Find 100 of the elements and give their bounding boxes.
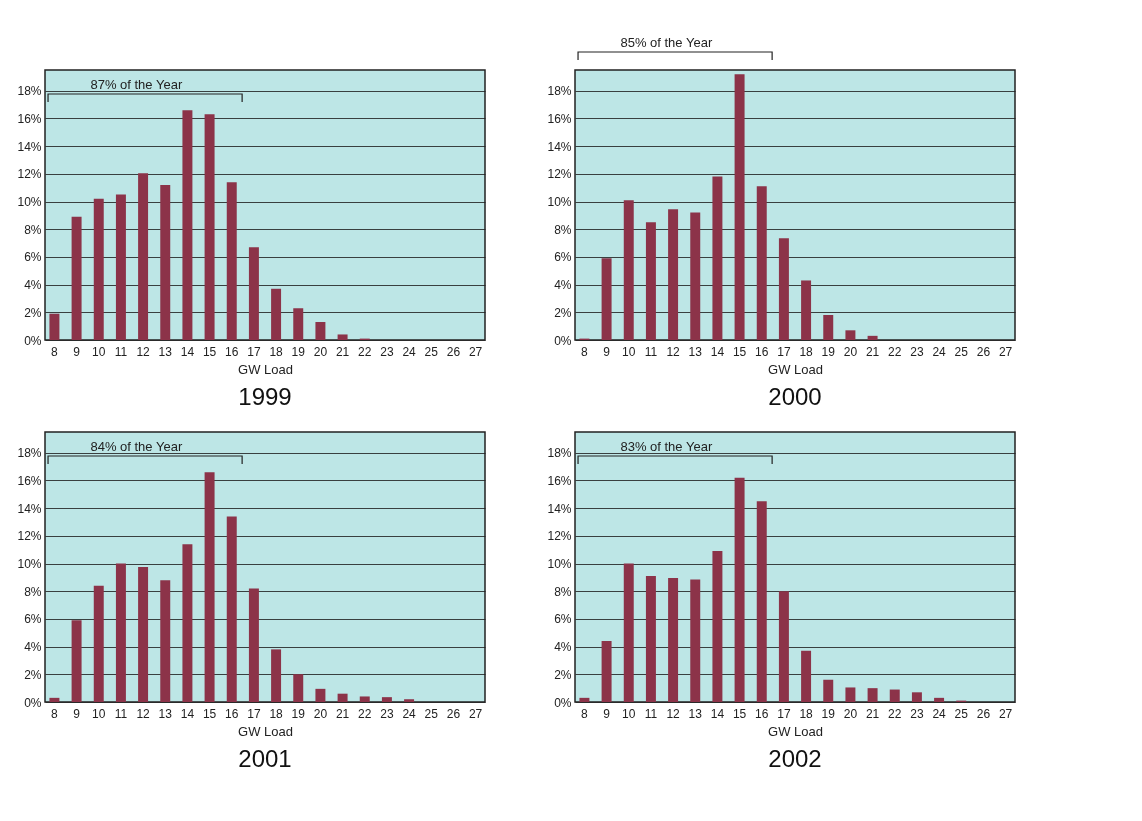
x-tick-label: 23 (380, 706, 394, 721)
y-tick-label: 10% (17, 557, 42, 572)
x-tick-label: 19 (821, 344, 836, 359)
bar (138, 173, 149, 340)
bar (226, 516, 237, 702)
text: 2002 (768, 745, 822, 772)
y-tick-label: 12% (547, 167, 572, 182)
bar (601, 641, 612, 702)
bar (734, 477, 745, 702)
y-tick-label: 14% (17, 501, 42, 516)
x-tick-label: 11 (644, 706, 658, 721)
x-tick-label: 12 (136, 706, 151, 721)
x-tick-label: 20 (843, 706, 858, 721)
y-tick-label: 10% (547, 195, 572, 210)
bar (845, 687, 856, 702)
x-tick-label: 10 (92, 344, 106, 359)
x-tick-label: 21 (335, 706, 350, 721)
x-tick-label: 12 (136, 344, 151, 359)
bar (71, 216, 82, 340)
bar (315, 688, 326, 702)
x-tick-label: 16 (225, 706, 239, 721)
y-tick-label: 0% (554, 695, 572, 710)
x-tick-label: 27 (468, 706, 483, 721)
y-tick-label: 4% (24, 278, 42, 293)
y-tick-label: 16% (547, 111, 572, 126)
bar (690, 579, 701, 702)
x-tick-label: 20 (313, 344, 328, 359)
bar (823, 679, 834, 702)
y-tick-label: 8% (24, 222, 42, 237)
y-tick-label: 4% (554, 640, 572, 655)
x-tick-label: 10 (622, 344, 636, 359)
x-tick-label: 14 (710, 706, 725, 721)
bar (845, 330, 856, 340)
bar (182, 110, 193, 340)
x-tick-label: 8 (51, 344, 59, 359)
annotation: 83% of the Year (620, 439, 713, 454)
bar (867, 335, 878, 340)
x-tick-label: 27 (998, 344, 1013, 359)
x-tick-label: 18 (269, 706, 284, 721)
y-tick-label: 8% (554, 584, 572, 599)
x-tick-label: 25 (954, 344, 969, 359)
x-tick-label: 8 (581, 344, 589, 359)
x-tick-label: 14 (180, 706, 195, 721)
y-tick-label: 6% (554, 612, 572, 627)
bar (248, 247, 259, 340)
y-tick-label: 8% (554, 222, 572, 237)
bar (49, 313, 60, 340)
x-tick-label: 21 (335, 344, 350, 359)
bar (93, 198, 104, 340)
bar (115, 194, 126, 340)
y-tick-label: 6% (24, 612, 42, 627)
bar (182, 544, 193, 702)
y-tick-label: 12% (17, 167, 42, 182)
x-tick-label: 25 (424, 706, 439, 721)
bar (71, 620, 82, 702)
bar (867, 688, 878, 702)
text: 2000 (768, 383, 822, 410)
annotation: 87% of the Year (90, 77, 183, 92)
x-tick-label: 23 (910, 706, 924, 721)
y-tick-label: 14% (17, 139, 42, 154)
x-tick-label: 9 (73, 344, 81, 359)
y-tick-label: 6% (24, 250, 42, 265)
y-tick-label: 2% (554, 305, 572, 320)
x-tick-label: 14 (710, 344, 725, 359)
y-tick-label: 10% (547, 557, 572, 572)
bar (293, 308, 304, 340)
x-tick-label: 8 (51, 706, 59, 721)
y-tick-label: 12% (547, 529, 572, 544)
x-tick-label: 18 (269, 344, 284, 359)
y-tick-label: 18% (17, 84, 42, 99)
bar (337, 693, 348, 702)
x-tick-label: 24 (402, 706, 417, 721)
y-tick-label: 16% (17, 473, 42, 488)
x-tick-label: 22 (888, 706, 902, 721)
y-tick-label: 14% (547, 139, 572, 154)
text: 1999 (238, 383, 292, 410)
bar (645, 576, 656, 702)
y-tick-label: 10% (17, 195, 42, 210)
y-tick-label: 2% (24, 305, 42, 320)
bar (93, 585, 104, 702)
x-tick-label: 22 (888, 344, 902, 359)
bar (381, 697, 392, 702)
bar (271, 288, 282, 340)
x-tick-label: 16 (755, 344, 769, 359)
x-tick-label: 20 (313, 706, 328, 721)
bar (623, 563, 634, 702)
x-tick-label: 16 (225, 344, 239, 359)
y-tick-label: 2% (24, 667, 42, 682)
y-tick-label: 0% (24, 695, 42, 710)
bar (293, 674, 304, 702)
x-tick-label: 22 (358, 706, 372, 721)
x-tick-label: 17 (777, 344, 791, 359)
x-axis-title: GW Load (238, 723, 293, 739)
x-tick-label: 26 (446, 706, 461, 721)
x-tick-label: 10 (92, 706, 106, 721)
bar (690, 212, 701, 340)
x-tick-label: 17 (247, 706, 261, 721)
x-axis-title: GW Load (238, 361, 293, 377)
x-tick-label: 18 (799, 344, 814, 359)
bar (226, 182, 237, 340)
